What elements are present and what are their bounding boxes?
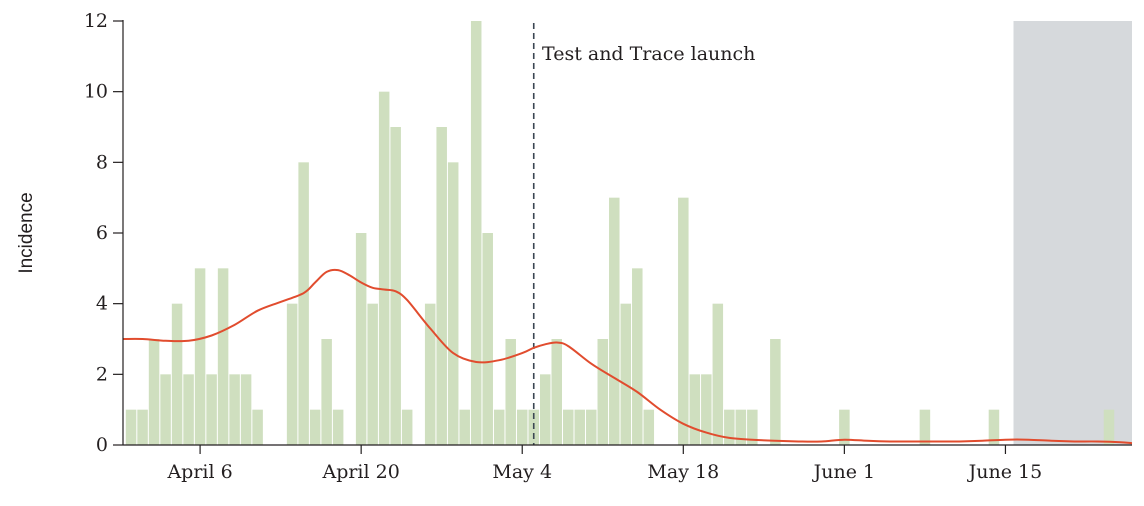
y-tick-label: 0: [96, 434, 108, 456]
y-tick-label: 10: [84, 81, 108, 103]
x-tick-label: April 6: [166, 461, 232, 483]
shaded-region: [1013, 21, 1132, 445]
bar: [355, 233, 367, 445]
axes-layer: 0 2 4 6 8 10 12 April 6 April 20 May 4 May 18 June …: [84, 10, 1132, 483]
x-tick-label: May 18: [647, 461, 719, 483]
x-tick-label: May 4: [492, 461, 552, 483]
bar: [378, 91, 390, 446]
bar: [171, 303, 183, 445]
bar: [482, 233, 493, 445]
smoothed-line-layer: [122, 268, 1133, 445]
bar: [1103, 409, 1115, 445]
shaded-region-layer: [1013, 21, 1132, 445]
test-and-trace-label: Test and Trace launch: [542, 43, 755, 65]
bar: [470, 21, 482, 445]
y-tick-label: 8: [96, 151, 108, 173]
x-tick-label: June 1: [812, 461, 875, 483]
bar: [148, 339, 160, 445]
bar: [563, 409, 574, 445]
bar: [286, 303, 298, 445]
bar: [125, 409, 137, 445]
y-tick-label: 4: [96, 293, 108, 315]
bar: [609, 197, 620, 445]
bar: [217, 268, 229, 445]
bar: [643, 409, 655, 445]
bar: [839, 409, 850, 445]
bar: [678, 197, 689, 445]
bar: [332, 409, 344, 445]
bar: [206, 374, 217, 445]
bar: [551, 339, 562, 445]
bar: [919, 409, 931, 445]
bar: [401, 409, 413, 445]
bar: [712, 303, 724, 445]
bar: [632, 268, 643, 445]
bar: [574, 409, 586, 445]
bar: [160, 374, 171, 445]
bar: [424, 303, 436, 445]
bar: [586, 409, 597, 445]
x-tick-label: June 15: [967, 461, 1043, 483]
bar: [367, 303, 378, 445]
bar: [229, 374, 240, 445]
bar: [240, 374, 252, 445]
x-tick-label: April 20: [321, 461, 399, 483]
bar: [539, 374, 551, 445]
bar: [988, 409, 1000, 445]
bar: [770, 339, 781, 445]
bar: [321, 339, 332, 445]
bars-layer: [125, 21, 1115, 446]
bar: [505, 339, 516, 445]
bar: [390, 127, 401, 445]
bar: [252, 409, 263, 445]
bar: [459, 409, 470, 445]
bar: [620, 303, 632, 445]
bar: [597, 339, 609, 445]
bar: [309, 409, 321, 445]
bar: [493, 409, 505, 445]
bar: [747, 409, 758, 445]
bar: [436, 127, 447, 445]
y-tick-label: 2: [96, 363, 108, 385]
bar: [735, 409, 747, 445]
bar: [516, 409, 528, 445]
y-axis-title: Incidence: [16, 192, 37, 273]
bar: [689, 374, 701, 445]
bar: [298, 162, 309, 445]
incidence-trend-line: [122, 268, 1133, 445]
bar: [701, 374, 712, 445]
bar: [724, 409, 735, 445]
bar: [183, 374, 194, 445]
y-tick-label: 12: [84, 10, 108, 32]
y-tick-label: 6: [96, 222, 108, 244]
bar: [447, 162, 459, 445]
bar: [194, 268, 206, 445]
bar: [137, 409, 148, 445]
